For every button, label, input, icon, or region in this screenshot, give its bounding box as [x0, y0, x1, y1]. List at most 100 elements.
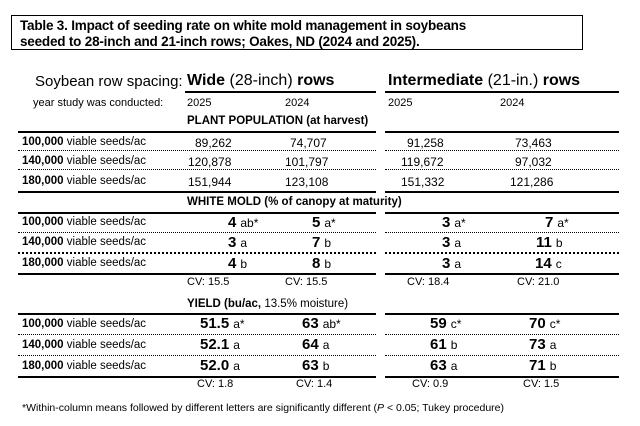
rule — [385, 376, 619, 378]
pp-wide-2024-100k: 74,707 — [290, 136, 327, 150]
wm-row-140k-label: 140,000 viable seeds/ac — [22, 236, 147, 248]
y-wide-2025-100k: 51.5 a* — [200, 315, 245, 332]
pp-int-2024-140k: 97,032 — [515, 155, 552, 169]
dotted-rule — [385, 355, 619, 356]
wm-cv-wide-2024: CV: 15.5 — [285, 276, 328, 288]
intermediate-rows-word: rows — [542, 72, 581, 89]
wide-label: Wide — [187, 72, 226, 89]
wide-rows-header: Wide (28-inch) rows — [187, 72, 334, 90]
rule — [18, 212, 376, 214]
dotted-rule — [18, 252, 376, 254]
year-wide-2025: 2025 — [187, 97, 212, 109]
y-int-2024-180k: 71 b — [529, 357, 557, 374]
y-cv-int-2024: CV: 1.5 — [523, 378, 560, 390]
y-wide-2024-180k: 63 b — [302, 357, 330, 374]
wide-rows-word: rows — [297, 72, 335, 89]
rule — [385, 212, 619, 214]
rule — [18, 273, 376, 275]
wm-cv-wide-2025: CV: 15.5 — [187, 276, 230, 288]
rule — [18, 131, 376, 133]
year-int-2025: 2025 — [388, 97, 413, 109]
dotted-rule — [18, 355, 376, 356]
white-mold-title: WHITE MOLD (% of canopy at maturity) — [187, 196, 402, 208]
dotted-rule — [18, 150, 376, 151]
y-int-2024-140k: 73 a — [529, 336, 557, 353]
wm-wide-2025-100k: 4 ab* — [228, 214, 259, 231]
year-wide-2024: 2024 — [285, 97, 310, 109]
y-int-2024-100k: 70 c* — [529, 315, 561, 332]
pp-wide-2025-180k: 151,944 — [188, 175, 232, 189]
table-title-line2: seeded to 28-inch and 21-inch rows; Oake… — [20, 33, 420, 49]
dotted-rule — [385, 252, 619, 254]
dotted-rule — [385, 150, 619, 151]
intermediate-size: (21-in.) — [483, 72, 543, 89]
rule — [18, 191, 376, 193]
dotted-rule — [385, 334, 619, 335]
wm-row-100k-label: 100,000 viable seeds/ac — [22, 216, 147, 228]
y-wide-2024-140k: 64 a — [302, 336, 330, 353]
year-label: year study was conducted: — [33, 97, 164, 109]
pp-int-2024-180k: 121,286 — [510, 175, 554, 189]
y-cv-int-2025: CV: 0.9 — [412, 378, 449, 390]
rule — [385, 313, 619, 315]
y-int-2025-180k: 63 a — [430, 357, 458, 374]
y-cv-wide-2025: CV: 1.8 — [197, 378, 234, 390]
wm-wide-2024-100k: 5 a* — [312, 214, 336, 231]
y-int-2025-140k: 61 b — [430, 336, 458, 353]
dotted-rule — [18, 232, 376, 233]
y-wide-2025-180k: 52.0 a — [200, 357, 240, 374]
wm-int-2024-100k: 7 a* — [545, 214, 569, 231]
table-title-line1: Table 3. Impact of seeding rate on white… — [20, 18, 467, 33]
rule — [385, 131, 619, 133]
wm-int-2025-100k: 3 a* — [442, 214, 466, 231]
dotted-rule — [18, 334, 376, 335]
pp-wide-2024-140k: 101,797 — [285, 155, 329, 169]
plant-population-title: PLANT POPULATION (at harvest) — [187, 115, 369, 127]
footnote: *Within-column means followed by differe… — [22, 402, 504, 414]
y-row-100k-label: 100,000 viable seeds/ac — [22, 318, 147, 330]
y-int-2025-100k: 59 c* — [430, 315, 462, 332]
wm-cv-int-2025: CV: 18.4 — [407, 276, 450, 288]
pp-wide-2025-100k: 89,262 — [195, 136, 232, 150]
dotted-rule — [18, 169, 376, 170]
intermediate-label: Intermediate — [388, 72, 484, 89]
wide-size: (28-inch) — [225, 72, 298, 89]
pp-wide-2024-180k: 123,108 — [285, 175, 329, 189]
y-row-180k-label: 180,000 viable seeds/ac — [22, 360, 147, 372]
wide-header-rule — [185, 91, 376, 93]
intermediate-rows-header: Intermediate (21-in.) rows — [388, 72, 580, 90]
dotted-rule — [385, 169, 619, 170]
pp-row-140k-label: 140,000 viable seeds/ac — [22, 155, 147, 167]
rule — [385, 191, 619, 193]
table-title: Table 3. Impact of seeding rate on white… — [11, 15, 583, 50]
wm-int-2024-140k: 11 b — [536, 234, 563, 251]
yield-title: YIELD (bu/ac, 13.5% moisture) — [187, 298, 349, 310]
wm-int-2024-180k: 14 c — [535, 255, 562, 272]
pp-int-2025-140k: 119,672 — [401, 155, 444, 169]
row-spacing-label: Soybean row spacing: — [35, 73, 183, 90]
y-wide-2024-100k: 63 ab* — [302, 315, 341, 332]
intermediate-header-rule — [385, 91, 619, 93]
y-wide-2025-140k: 52.1 a — [200, 336, 240, 353]
dotted-rule — [385, 232, 619, 233]
pp-row-180k-label: 180,000 viable seeds/ac — [22, 175, 147, 187]
y-cv-wide-2024: CV: 1.4 — [296, 378, 333, 390]
y-row-140k-label: 140,000 viable seeds/ac — [22, 339, 147, 351]
wm-cv-int-2024: CV: 21.0 — [517, 276, 560, 288]
rule — [18, 376, 376, 378]
pp-wide-2025-140k: 120,878 — [188, 155, 232, 169]
wm-row-180k-label: 180,000 viable seeds/ac — [22, 257, 147, 269]
pp-int-2024-100k: 73,463 — [515, 136, 552, 150]
rule — [385, 273, 619, 275]
pp-int-2025-100k: 91,258 — [407, 136, 444, 150]
year-int-2024: 2024 — [500, 97, 525, 109]
rule — [18, 313, 376, 315]
pp-row-100k-label: 100,000 viable seeds/ac — [22, 136, 147, 148]
pp-int-2025-180k: 151,332 — [401, 175, 445, 189]
